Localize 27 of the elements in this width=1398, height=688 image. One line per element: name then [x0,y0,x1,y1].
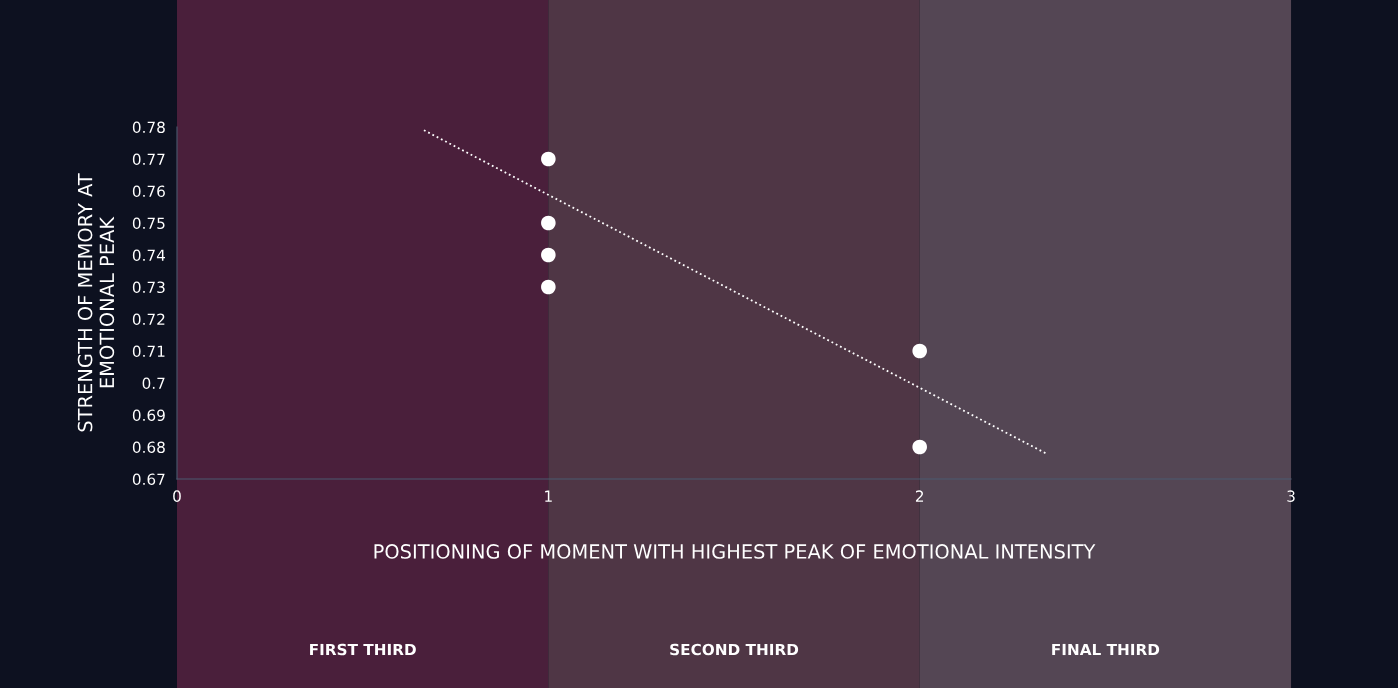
y-tick-label: 0.76 [132,185,165,198]
x-tick-label: 1 [545,490,552,502]
band-label: SECOND THIRD [670,643,799,656]
y-tick-label: 0.78 [132,121,165,134]
y-tick-label: 0.68 [132,441,165,454]
y-tick-label: 0.67 [132,473,165,486]
point [912,439,927,455]
y-tick-label: 0.77 [132,153,165,166]
point [541,247,556,263]
y-tick-label: 0.75 [132,217,165,230]
x-tick-label: 0 [173,490,181,502]
x-axis-title: POSITIONING OF MOMENT WITH HIGHEST PEAK OF EMOTIONAL INTENSITY [374,544,1096,559]
band-label: FIRST THIRD [310,643,416,656]
point [912,343,927,359]
point [541,151,556,167]
y-tick-label: 0.69 [132,409,165,422]
point [541,215,556,231]
point [541,279,556,295]
x-tick-label: 2 [915,490,924,502]
y-tick-label: 0.71 [132,345,165,358]
y-tick-label: 0.7 [142,377,165,390]
x-tick-label: 3 [1287,490,1295,502]
y-tick-label: 0.72 [132,313,165,326]
y-tick-label: 0.73 [132,281,165,294]
y-tick-label: 0.74 [132,249,166,262]
band-label: FINAL THIRD [1052,643,1160,656]
y-axis-title: STRENGTH OF MEMORY AT EMOTIONAL PEAK [77,173,115,432]
